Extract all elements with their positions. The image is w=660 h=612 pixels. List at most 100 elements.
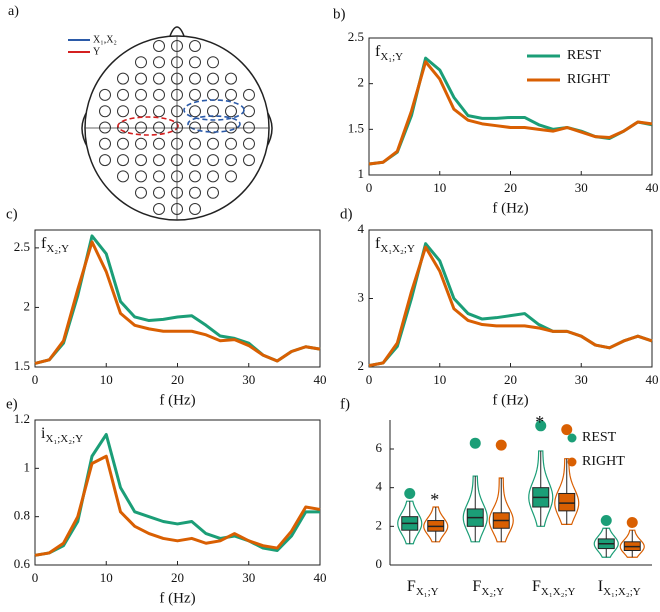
outlier	[561, 424, 573, 436]
x-tick-label: 20	[171, 570, 184, 585]
y-tick-label: 0.8	[14, 508, 30, 523]
electrode	[135, 186, 147, 199]
electrode	[189, 186, 201, 199]
x-tick-label: 40	[314, 372, 327, 387]
symbol: F	[532, 578, 541, 595]
legend-label: RIGHT	[567, 72, 610, 87]
x-tick-label: 10	[100, 570, 113, 585]
y-tick-label: 3	[358, 289, 365, 304]
box	[558, 492, 576, 512]
electrode	[135, 72, 147, 85]
series-line	[34, 433, 320, 557]
x-tick-label: 40	[646, 180, 659, 195]
electrode	[135, 56, 147, 69]
y-tick-label: 1.5	[14, 358, 30, 373]
electrode	[153, 105, 165, 118]
y-region	[117, 116, 179, 136]
x-tick-label: 0	[366, 180, 373, 195]
symbol: i	[41, 425, 46, 442]
series-line	[368, 245, 653, 368]
outlier	[469, 437, 481, 449]
electrode	[225, 72, 237, 85]
electrode	[135, 137, 147, 150]
x1-region	[183, 99, 245, 121]
electrode	[153, 186, 165, 199]
series-line	[34, 240, 321, 365]
subscript: X₁;X₂;Y	[603, 586, 641, 598]
x-tick-label: IX₁;X₂;Y	[598, 578, 641, 598]
legend-swatch	[567, 433, 577, 443]
subscript: X₁X₂;Y	[380, 243, 415, 255]
electrode	[243, 121, 255, 134]
electrode	[153, 40, 165, 52]
electrode	[117, 170, 129, 183]
x-tick-label: FX₁;Y	[407, 578, 439, 598]
electrode	[207, 121, 219, 134]
electrode	[135, 154, 147, 167]
x-tick-label: 40	[646, 372, 659, 387]
y-tick-label: 2	[24, 298, 31, 313]
electrode	[153, 72, 165, 85]
legend-label: REST	[582, 430, 617, 445]
electrode	[189, 170, 201, 183]
x-tick-label: FX₁X₂;Y	[532, 578, 576, 598]
electrode	[189, 203, 201, 215]
y-tick-label: 6	[376, 440, 383, 455]
symbol: f	[375, 235, 381, 252]
electrode	[243, 88, 255, 101]
annotation: iX₁;X₂;Y	[41, 425, 83, 445]
electrode	[225, 170, 237, 183]
electrode	[207, 186, 219, 199]
panel-label: c)	[6, 206, 18, 222]
symbol: f	[375, 43, 381, 60]
electrode	[153, 88, 165, 101]
x-tick-label: 0	[32, 372, 39, 387]
electrode	[243, 137, 255, 150]
electrode	[117, 88, 129, 101]
legend-label: X₁,X₂	[93, 34, 117, 45]
electrode	[189, 105, 201, 118]
electrode	[189, 154, 201, 167]
x-axis-label: f (Hz)	[159, 590, 195, 606]
electrode	[153, 137, 165, 150]
electrode	[207, 72, 219, 85]
electrode	[243, 154, 255, 167]
electrode	[153, 203, 165, 215]
electrode	[207, 88, 219, 101]
y-tick-label: 4	[376, 479, 383, 494]
subscript: X₁X₂;Y	[541, 586, 576, 598]
electrode	[189, 40, 201, 52]
electrode	[153, 56, 165, 69]
outlier	[535, 420, 547, 432]
electrode	[117, 72, 129, 85]
electrode	[99, 88, 111, 101]
outlier	[600, 515, 612, 527]
y-tick-label: 2	[358, 358, 365, 373]
electrode	[153, 170, 165, 183]
electrode	[189, 56, 201, 69]
electrode	[207, 154, 219, 167]
y-tick-label: 2	[358, 75, 365, 90]
head-diagram: a)	[8, 4, 273, 221]
electrode	[207, 56, 219, 69]
x-tick-label: 40	[314, 570, 327, 585]
x-tick-label: 10	[100, 372, 113, 387]
legend-swatch	[567, 457, 577, 467]
annotation: fX₂;Y	[41, 235, 69, 255]
y-tick-label: 2.5	[348, 29, 364, 44]
y-tick-label: 1	[358, 166, 365, 181]
significance-label: *	[430, 490, 439, 510]
legend-label: Y	[93, 46, 100, 57]
x-axis-label: f (Hz)	[492, 392, 528, 408]
electrode	[225, 154, 237, 167]
panel-label: f)	[340, 396, 350, 412]
electrode	[207, 137, 219, 150]
x-tick-label: FX₂;Y	[472, 578, 504, 598]
nose	[169, 26, 185, 37]
x-tick-label: 30	[575, 372, 588, 387]
electrode	[99, 105, 111, 118]
outlier	[404, 487, 416, 499]
outlier	[495, 439, 507, 451]
x-axis-label: f (Hz)	[159, 392, 195, 408]
x-tick-label: 10	[433, 180, 446, 195]
